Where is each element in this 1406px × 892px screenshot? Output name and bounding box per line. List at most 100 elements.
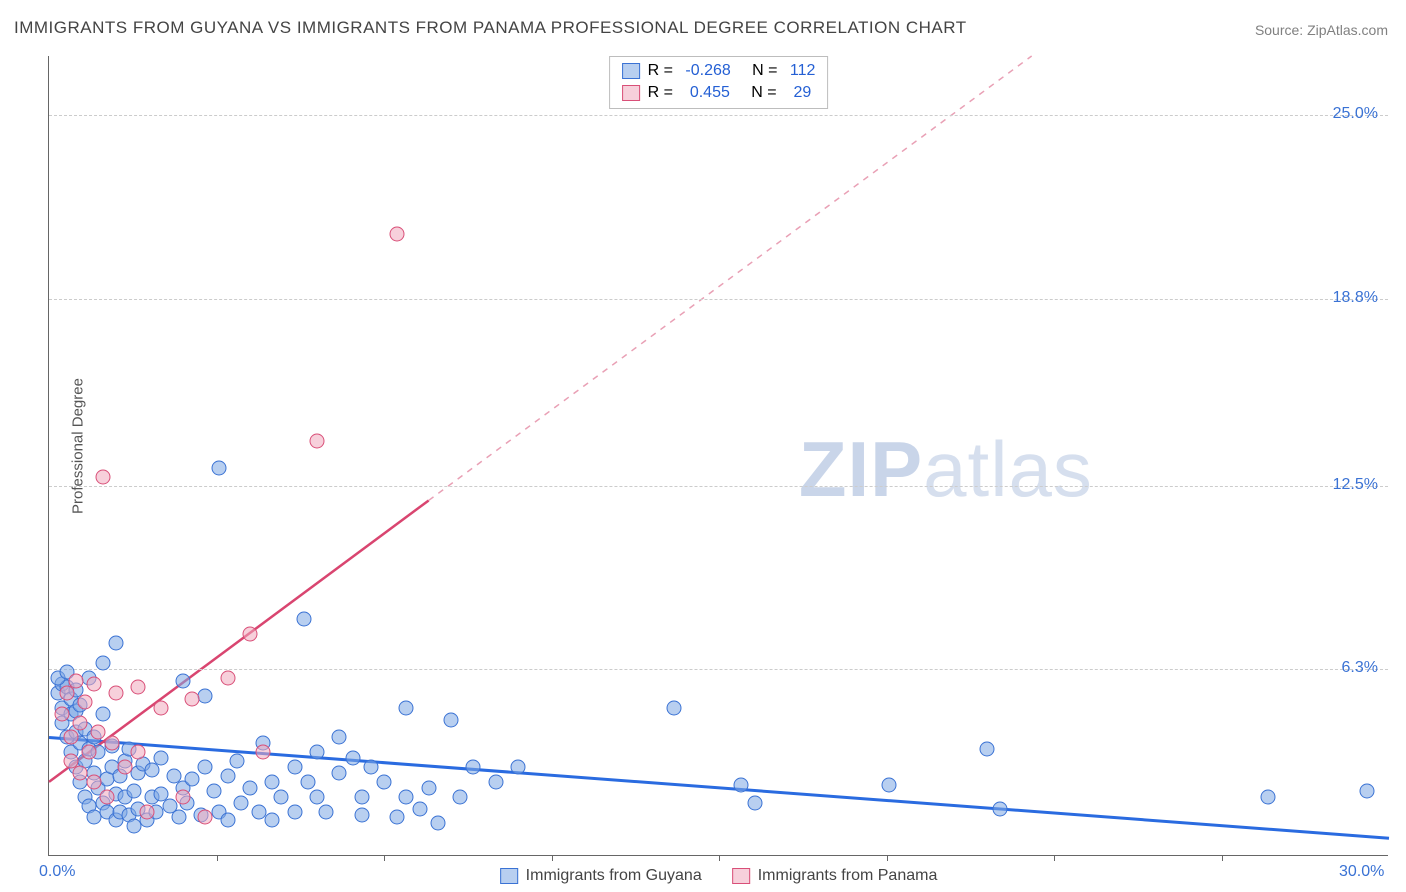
trend-lines [49,56,1388,855]
y-tick-label: 6.3% [1342,659,1378,677]
x-tick-mark [719,855,720,861]
stats-n-label: N = [738,82,786,104]
point-guyana [95,656,110,671]
point-guyana [220,769,235,784]
bottom-legend: Immigrants from Guyana Immigrants from P… [500,867,938,885]
point-panama [390,226,405,241]
point-guyana [287,760,302,775]
point-guyana [211,460,226,475]
plot-area: ZIPatlas R = -0.268 N = 112 R = 0.455 N … [48,56,1388,856]
x-tick-label: 30.0% [1339,863,1384,881]
legend-item-panama: Immigrants from Panama [732,867,938,885]
point-panama [117,760,132,775]
swatch-panama [732,868,750,884]
point-guyana [243,780,258,795]
point-panama [95,469,110,484]
point-guyana [399,789,414,804]
stats-row-panama: R = 0.455 N = 29 [622,82,816,104]
point-panama [86,677,101,692]
point-guyana [452,789,467,804]
point-guyana [734,777,749,792]
point-panama [131,680,146,695]
point-panama [91,724,106,739]
x-tick-mark [1222,855,1223,861]
point-panama [198,810,213,825]
x-tick-mark [887,855,888,861]
point-guyana [296,611,311,626]
stats-n-label: N = [739,60,782,82]
point-panama [55,706,70,721]
point-panama [256,745,271,760]
point-guyana [274,789,289,804]
x-tick-mark [1054,855,1055,861]
stats-r-value: -0.268 [685,60,730,82]
point-panama [184,691,199,706]
y-tick-label: 12.5% [1333,476,1378,494]
y-tick-label: 25.0% [1333,105,1378,123]
point-guyana [109,635,124,650]
point-guyana [430,816,445,831]
point-guyana [363,760,378,775]
point-guyana [980,742,995,757]
point-guyana [310,789,325,804]
point-guyana [354,789,369,804]
gridline-h [49,115,1388,116]
legend-label: Immigrants from Panama [758,867,938,885]
point-panama [243,626,258,641]
point-panama [220,671,235,686]
gridline-h [49,486,1388,487]
point-panama [140,804,155,819]
point-guyana [881,777,896,792]
point-guyana [1261,789,1276,804]
point-guyana [412,801,427,816]
swatch-guyana [500,868,518,884]
point-guyana [377,774,392,789]
point-panama [131,745,146,760]
x-tick-label: 0.0% [39,863,75,881]
point-guyana [310,745,325,760]
stats-r-label: R = [648,60,678,82]
point-guyana [667,700,682,715]
point-guyana [354,807,369,822]
point-guyana [234,795,249,810]
point-guyana [390,810,405,825]
stats-legend: R = -0.268 N = 112 R = 0.455 N = 29 [609,56,829,109]
source-label: Source: ZipAtlas.com [1255,22,1388,38]
point-guyana [399,700,414,715]
chart-title: IMMIGRANTS FROM GUYANA VS IMMIGRANTS FRO… [14,18,967,38]
point-guyana [318,804,333,819]
x-tick-mark [552,855,553,861]
point-guyana [287,804,302,819]
point-guyana [301,774,316,789]
y-tick-label: 18.8% [1333,289,1378,307]
point-guyana [265,813,280,828]
point-panama [100,789,115,804]
stats-row-guyana: R = -0.268 N = 112 [622,60,816,82]
point-guyana [176,674,191,689]
gridline-h [49,669,1388,670]
stats-n-value: 112 [790,60,816,82]
gridline-h [49,299,1388,300]
point-guyana [488,774,503,789]
point-panama [68,674,83,689]
x-tick-mark [217,855,218,861]
point-panama [77,694,92,709]
point-panama [64,730,79,745]
swatch-panama [622,85,640,101]
watermark: ZIPatlas [799,424,1093,515]
legend-item-guyana: Immigrants from Guyana [500,867,702,885]
point-guyana [207,783,222,798]
swatch-guyana [622,63,640,79]
x-tick-mark [384,855,385,861]
point-panama [109,686,124,701]
point-panama [73,766,88,781]
point-guyana [1359,783,1374,798]
point-panama [73,715,88,730]
point-panama [310,434,325,449]
stats-r-value: 0.455 [690,82,730,104]
point-guyana [444,712,459,727]
point-guyana [265,774,280,789]
point-guyana [332,730,347,745]
point-panama [153,700,168,715]
point-guyana [332,766,347,781]
